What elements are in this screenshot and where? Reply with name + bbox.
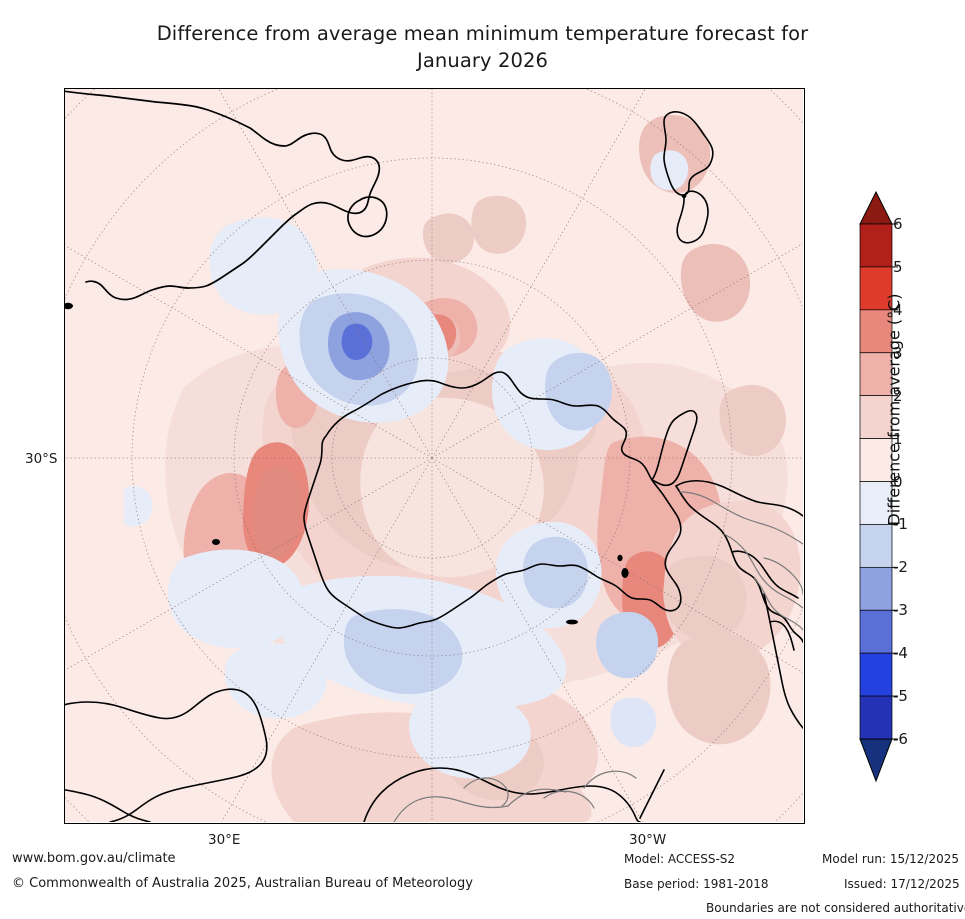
colorbar-band: [859, 609, 893, 654]
colorbar-band: [859, 223, 893, 268]
country-borders: [679, 491, 803, 631]
colorbar: 6 5 4 3 2 1 0 -1 -2 -3 -4 -5 -6 Difference from aver…: [845, 190, 965, 790]
colorbar-band: [859, 309, 893, 354]
axis-label-30w: 30°W: [629, 832, 667, 848]
coastline-antarctica: [303, 371, 698, 629]
colorbar-band: [859, 481, 893, 525]
colorbar-tick-label: 2: [893, 386, 903, 405]
footer-model-run: Model run: 15/12/2025: [822, 852, 960, 866]
colorbar-tick-label: -1: [893, 515, 908, 534]
colorbar-tick-label: 6: [893, 215, 903, 233]
footer-base-period: Base period: 1981-2018: [624, 877, 769, 891]
axis-label-30s: 30°S: [25, 451, 58, 467]
forecast-map: [64, 88, 803, 822]
coastline-new-zealand: [663, 111, 714, 244]
colorbar-band: [859, 266, 893, 311]
title-line-1: Difference from average mean minimum tem…: [156, 22, 809, 45]
colorbar-band: [859, 652, 893, 697]
colorbar-bands: [859, 190, 893, 783]
colorbar-tick-label: 4: [893, 300, 903, 319]
country-borders-africa: [393, 770, 637, 822]
colorbar-tick-label: -2: [893, 558, 908, 577]
colorbar-tick-label: -5: [893, 687, 908, 706]
colorbar-tick-label: -6: [893, 730, 908, 748]
colorbar-tick-label: 5: [893, 257, 903, 276]
cool-anomaly-contours: [124, 150, 689, 779]
colorbar-tick-label: 0: [893, 472, 903, 491]
title-line-2: January 2026: [417, 49, 548, 72]
colorbar-tick-label: -3: [893, 601, 908, 620]
map-canvas: [64, 88, 803, 822]
footer-boundaries-note: Boundaries are not considered authoritat…: [706, 901, 965, 915]
islands: [64, 194, 687, 625]
colorbar-band: [859, 524, 893, 568]
colorbar-band: [859, 395, 893, 439]
colorbar-tick-label: -4: [893, 644, 908, 663]
coastline-africa: [64, 688, 665, 822]
colorbar-band: [859, 695, 893, 740]
footer-website[interactable]: www.bom.gov.au/climate: [12, 851, 176, 866]
coastline-south-america: [675, 480, 803, 729]
colorbar-canvas: [859, 190, 898, 783]
coastline-australia: [64, 90, 388, 301]
colorbar-band: [859, 566, 893, 611]
colorbar-ticks: [892, 223, 898, 740]
footer-issued: Issued: 17/12/2025: [844, 877, 960, 891]
colorbar-axis-title: Difference from average (°C): [884, 293, 904, 526]
footer-model: Model: ACCESS-S2: [624, 852, 736, 866]
colorbar-extend-low: [859, 738, 893, 783]
colorbar-extend-high: [859, 190, 893, 225]
page-title: Difference from average mean minimum tem…: [0, 20, 965, 74]
colorbar-band: [859, 438, 893, 482]
colorbar-tick-label: 1: [893, 429, 903, 448]
axis-label-30e: 30°E: [208, 832, 241, 848]
colorbar-tick-label: 3: [893, 343, 903, 362]
footer-copyright: © Commonwealth of Australia 2025, Austra…: [12, 876, 473, 891]
